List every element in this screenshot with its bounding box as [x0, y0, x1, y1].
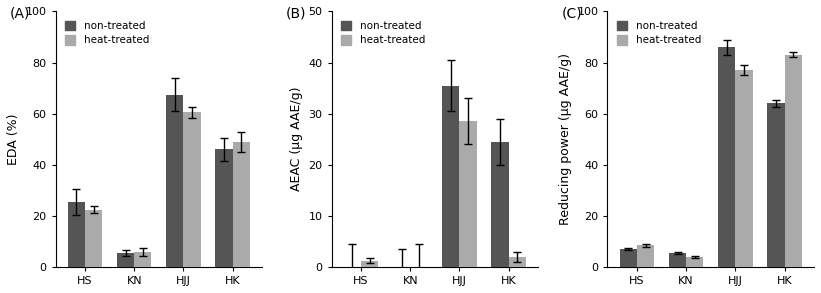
Legend: non-treated, heat-treated: non-treated, heat-treated	[337, 17, 429, 50]
Bar	[508, 257, 525, 267]
Bar	[460, 121, 477, 267]
Legend: non-treated, heat-treated: non-treated, heat-treated	[61, 17, 154, 50]
Bar	[637, 245, 654, 267]
Text: (B): (B)	[286, 6, 306, 20]
Y-axis label: EDA (%): EDA (%)	[7, 113, 20, 165]
Bar	[443, 86, 460, 267]
Bar	[117, 253, 134, 267]
Y-axis label: AEAC (μg AAE/g): AEAC (μg AAE/g)	[290, 87, 303, 192]
Bar	[361, 261, 378, 267]
Bar	[166, 95, 183, 267]
Bar	[718, 47, 736, 267]
Y-axis label: Reducing power (μg AAE/g): Reducing power (μg AAE/g)	[559, 53, 572, 225]
Text: (A): (A)	[10, 6, 30, 20]
Bar	[134, 252, 151, 267]
Bar	[491, 142, 508, 267]
Bar	[669, 253, 686, 267]
Bar	[68, 202, 85, 267]
Bar	[183, 113, 200, 267]
Bar	[768, 103, 785, 267]
Text: (C): (C)	[562, 6, 583, 20]
Bar	[232, 142, 250, 267]
Legend: non-treated, heat-treated: non-treated, heat-treated	[612, 17, 705, 50]
Bar	[85, 209, 103, 267]
Bar	[620, 249, 637, 267]
Bar	[686, 257, 704, 267]
Bar	[736, 70, 753, 267]
Bar	[785, 55, 802, 267]
Bar	[215, 149, 232, 267]
